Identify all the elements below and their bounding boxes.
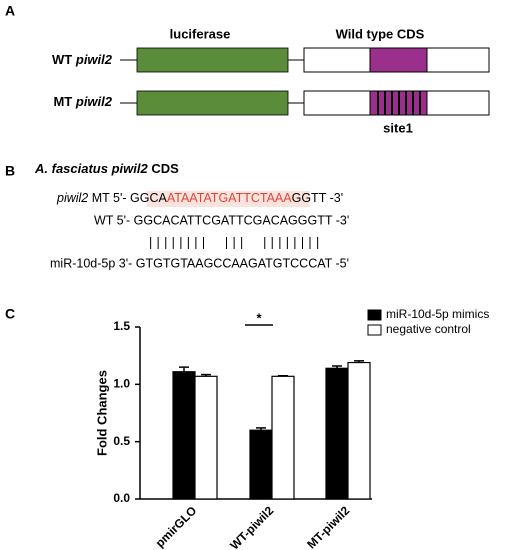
mutation-stripes — [377, 91, 421, 115]
x-tick-label: pmirGLO — [153, 503, 200, 550]
panel-letter: A — [5, 3, 15, 19]
mt-suffix: GGTT -3' — [292, 191, 343, 205]
construct-label: WT piwil2 — [52, 52, 113, 67]
mt-sequence: piwil2 MT 5'- GGCAATAATATGATTCTAAAGGTT -… — [56, 191, 343, 205]
construct-label: MT piwil2 — [53, 94, 112, 109]
y-tick-label: 1.5 — [113, 319, 130, 333]
y-tick-label: 0.5 — [113, 434, 130, 448]
legend-swatch — [367, 309, 382, 321]
prefix: WT — [52, 52, 72, 67]
site-label: site1 — [383, 120, 413, 135]
significance-mark: * — [256, 310, 262, 325]
gene: piwil2 — [56, 191, 88, 205]
y-tick-label: 0.0 — [113, 491, 130, 505]
panel-title: A. fasciatus piwil2 CDS — [34, 161, 179, 176]
panel-letter: C — [5, 306, 15, 322]
mt-site: ATAATATGATTCTAAA — [167, 191, 292, 205]
legend-label: negative control — [386, 322, 471, 336]
y-tick-label: 1.0 — [113, 377, 130, 391]
cds-label: Wild type CDS — [336, 26, 425, 41]
luciferase-box — [136, 90, 289, 116]
x-tick-label: WT-piwil2 — [227, 503, 276, 550]
prefix: MT — [53, 94, 72, 109]
bar — [249, 429, 273, 500]
wt-sequence: WT 5'- GGCACATTCGATTCGACAGGGTT -3' — [94, 213, 349, 227]
bar-chart: 0.0 0.5 1.0 1.5 Fold Changes pmirGLO WT-piwil2… — [94, 307, 489, 550]
gene: piwil2 — [75, 52, 113, 67]
species: A. fasciatus piwil2 — [34, 161, 148, 176]
bar — [271, 375, 295, 500]
luciferase-label: luciferase — [170, 26, 231, 41]
pairing: |||||||| ||| |||||||| — [149, 235, 324, 249]
bar — [347, 361, 371, 500]
bar — [194, 375, 218, 500]
mt-prefix: MT 5'- GGCA — [88, 191, 167, 205]
luciferase-box — [136, 47, 289, 73]
suffix: CDS — [151, 161, 179, 176]
x-tick-label: MT-piwil2 — [304, 503, 352, 550]
legend-label: miR-10d-5p mimics — [386, 307, 489, 321]
legend-swatch — [367, 324, 382, 336]
y-axis-label: Fold Changes — [94, 370, 109, 456]
bar — [325, 367, 349, 500]
site-highlight — [147, 191, 310, 207]
panel-letter: B — [5, 163, 15, 179]
bar — [172, 371, 196, 500]
site-box — [369, 47, 428, 73]
mirna-sequence: miR-10d-5p 3'- GTGTGTAAGCCAAGATGTCCCAT -… — [50, 256, 349, 270]
gene: piwil2 — [75, 94, 113, 109]
